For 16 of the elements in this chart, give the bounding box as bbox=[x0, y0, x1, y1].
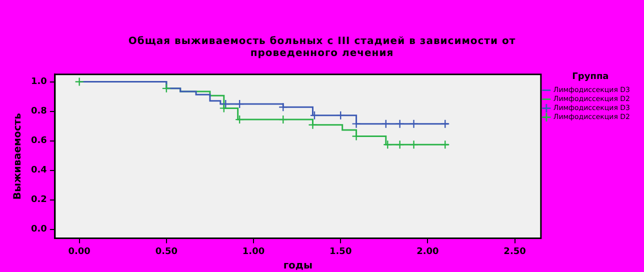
x-tick-label: 1.00 bbox=[242, 246, 265, 257]
y-tick-label: 0.0 bbox=[30, 224, 47, 235]
y-tick-label: 0.8 bbox=[30, 106, 47, 117]
x-tick-label: 2.00 bbox=[416, 246, 439, 257]
y-tick-label: 0.2 bbox=[30, 195, 47, 206]
x-axis-title: годы bbox=[283, 260, 313, 272]
legend-title: Группа bbox=[572, 72, 609, 82]
x-tick-label: 1.50 bbox=[330, 246, 352, 257]
y-axis-title: Выживаемость bbox=[12, 113, 24, 200]
y-tick-label: 0.4 bbox=[30, 166, 47, 176]
chart-title: Общая выживаемость больных с III стадией в зависимости от проведенного лечения bbox=[127, 35, 517, 61]
x-tick-label: 0.50 bbox=[155, 246, 178, 257]
x-tick-label: 0.00 bbox=[68, 246, 90, 257]
y-tick-label: 0.6 bbox=[30, 136, 47, 146]
x-tick-label: 2.50 bbox=[504, 246, 526, 257]
y-tick-label: 1.0 bbox=[30, 77, 47, 88]
